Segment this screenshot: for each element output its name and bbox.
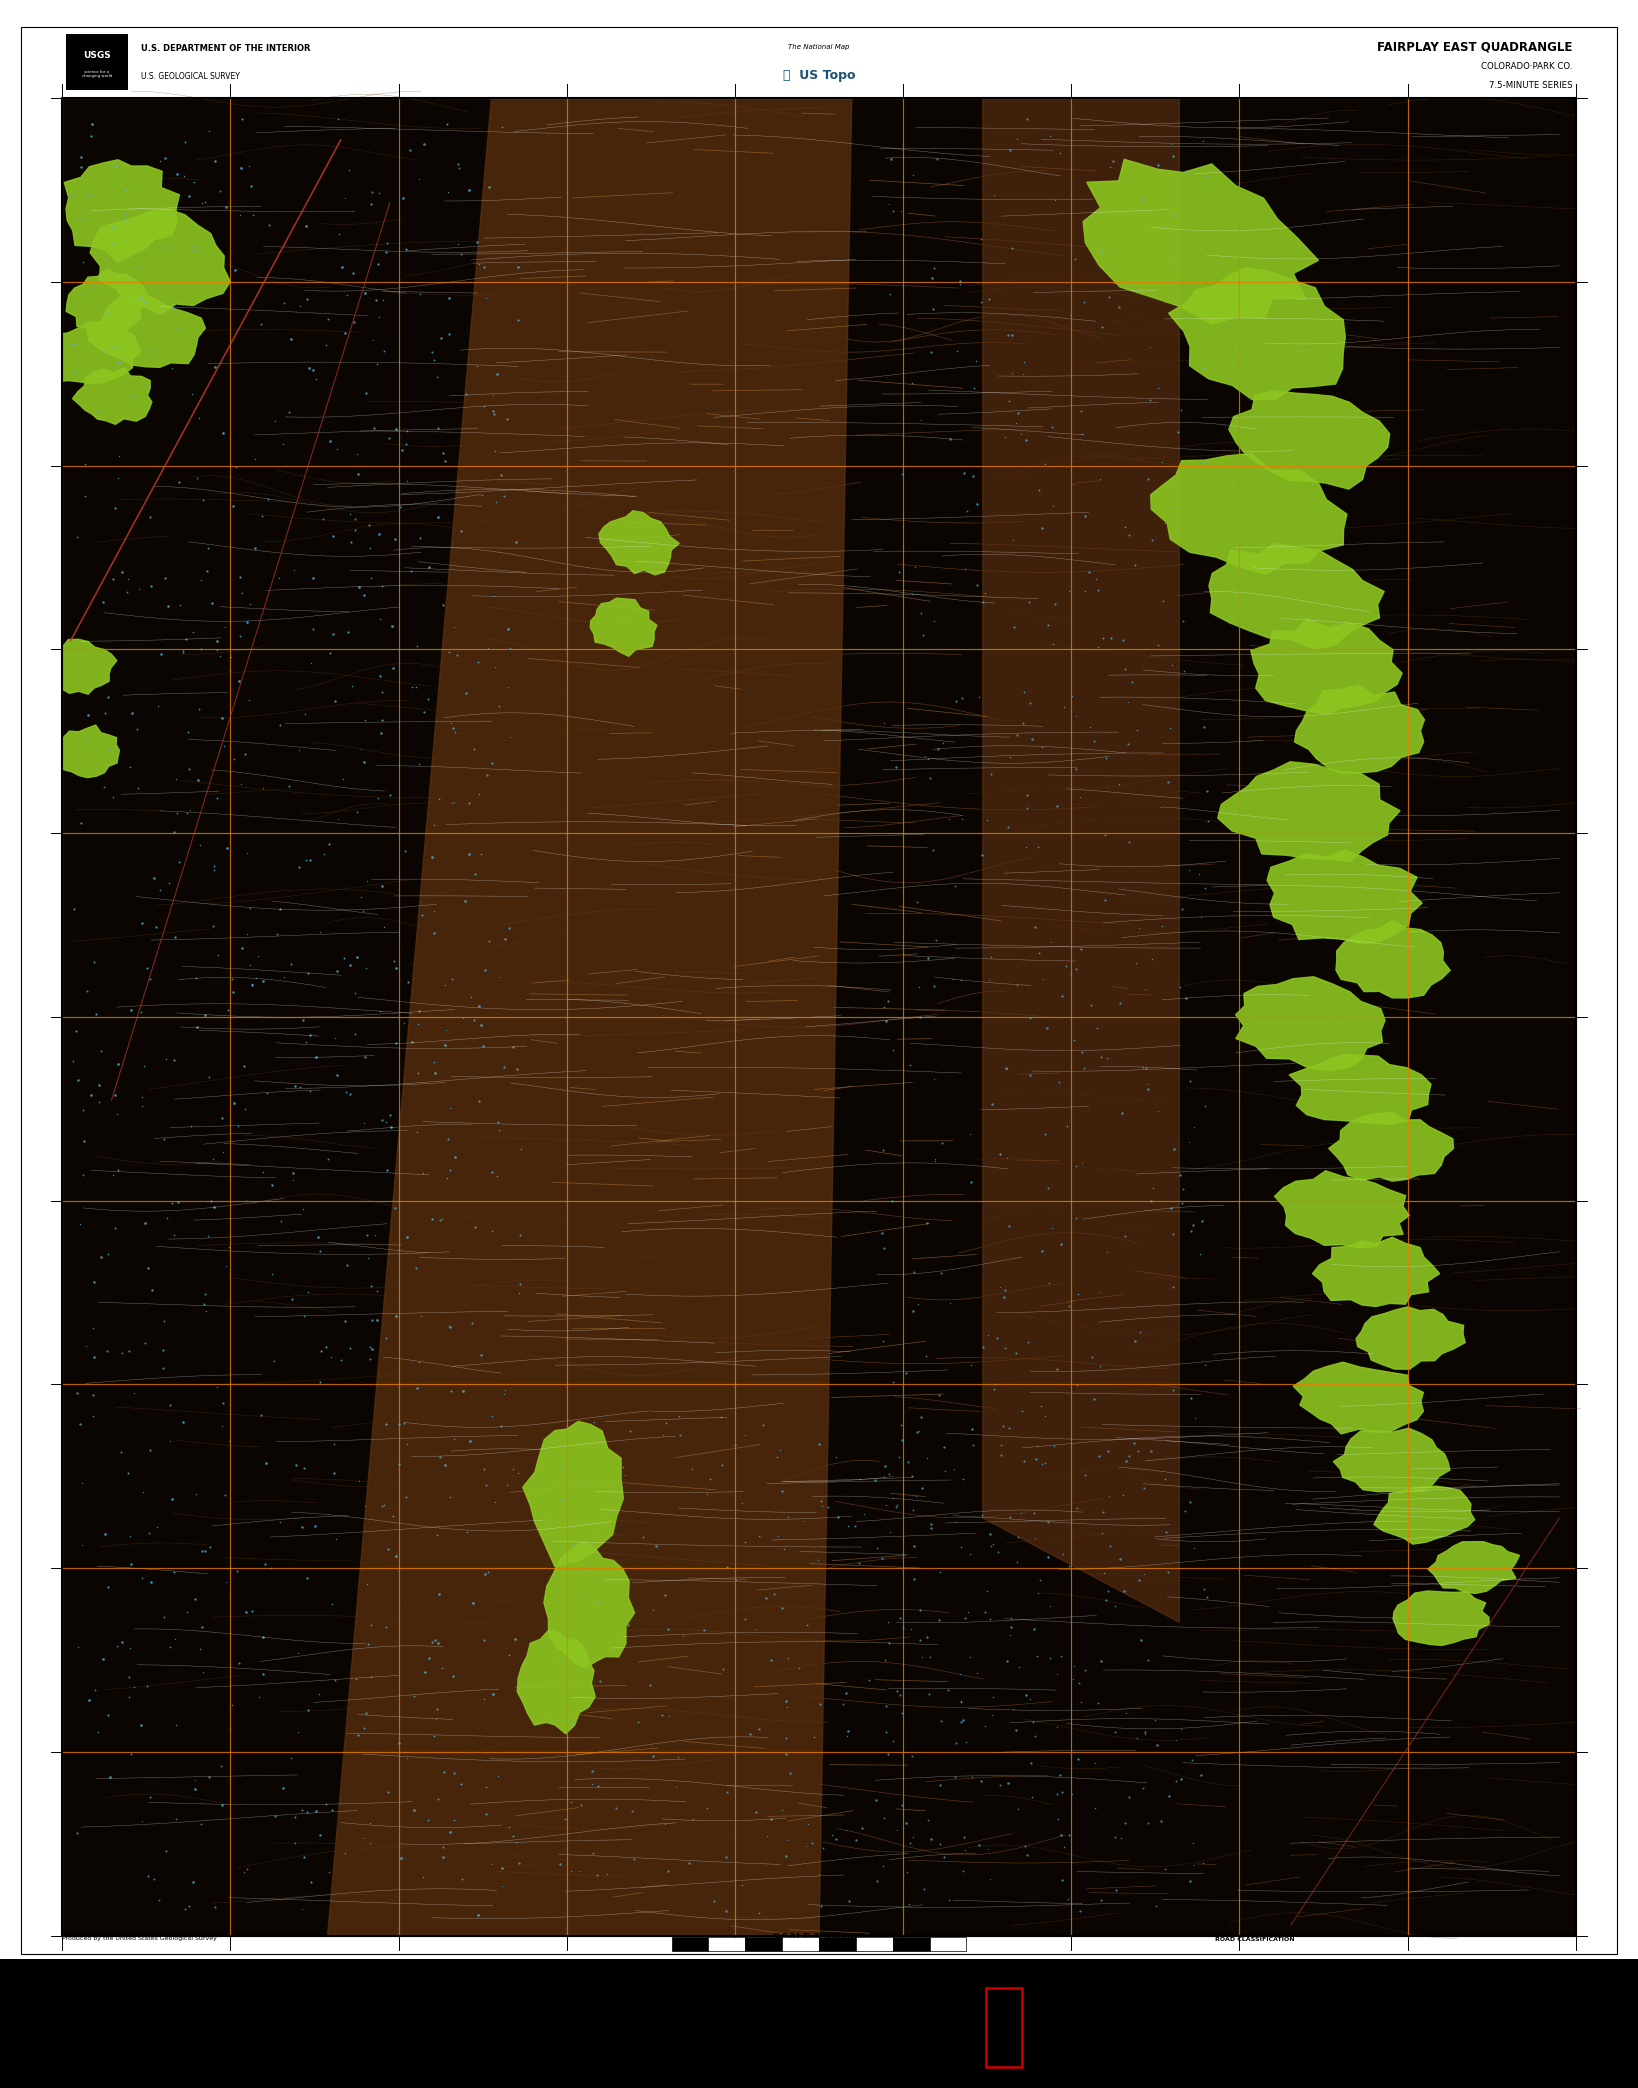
Bar xyxy=(930,1938,966,1952)
Bar xyxy=(66,33,128,90)
Polygon shape xyxy=(1274,1171,1409,1249)
Polygon shape xyxy=(1356,1307,1466,1370)
Polygon shape xyxy=(1228,390,1389,489)
Polygon shape xyxy=(1289,1054,1432,1123)
Polygon shape xyxy=(600,512,680,574)
Polygon shape xyxy=(1209,543,1384,649)
Text: SCALE 1:24 000: SCALE 1:24 000 xyxy=(773,1933,865,1944)
Polygon shape xyxy=(62,639,116,693)
Bar xyxy=(855,1938,893,1952)
Bar xyxy=(62,98,1576,1936)
Polygon shape xyxy=(1328,1113,1453,1182)
Polygon shape xyxy=(983,98,1179,1622)
Polygon shape xyxy=(90,209,231,315)
Polygon shape xyxy=(1337,921,1450,998)
Polygon shape xyxy=(1168,267,1345,399)
Bar xyxy=(745,1938,783,1952)
Polygon shape xyxy=(1217,762,1400,862)
Text: science for a
changing world: science for a changing world xyxy=(82,69,111,79)
Bar xyxy=(783,1938,819,1952)
Polygon shape xyxy=(1268,850,1422,944)
Bar xyxy=(709,1938,745,1952)
Polygon shape xyxy=(87,294,205,367)
Polygon shape xyxy=(328,98,852,1936)
Polygon shape xyxy=(64,161,180,263)
Polygon shape xyxy=(1394,1591,1489,1645)
Text: 7.5-MINUTE SERIES: 7.5-MINUTE SERIES xyxy=(1489,81,1572,90)
Polygon shape xyxy=(523,1422,624,1566)
Bar xyxy=(672,1938,709,1952)
Text: ⒲  US Topo: ⒲ US Topo xyxy=(783,69,855,81)
Polygon shape xyxy=(544,1541,634,1668)
Polygon shape xyxy=(1152,453,1346,574)
Text: COLORADO·PARK CO.: COLORADO·PARK CO. xyxy=(1481,63,1572,71)
Bar xyxy=(0,1959,1638,2088)
Bar xyxy=(986,1988,1022,2067)
Polygon shape xyxy=(1251,618,1402,714)
Polygon shape xyxy=(518,1631,595,1733)
Polygon shape xyxy=(1235,977,1386,1071)
Polygon shape xyxy=(62,725,120,777)
Bar xyxy=(893,1938,930,1952)
Text: U.S. GEOLOGICAL SURVEY: U.S. GEOLOGICAL SURVEY xyxy=(141,73,239,81)
Polygon shape xyxy=(1294,1361,1423,1434)
Polygon shape xyxy=(1312,1238,1440,1307)
Bar xyxy=(62,98,1576,1936)
Text: U.S. DEPARTMENT OF THE INTERIOR: U.S. DEPARTMENT OF THE INTERIOR xyxy=(141,44,310,52)
Polygon shape xyxy=(1083,159,1319,324)
Polygon shape xyxy=(1374,1487,1474,1545)
Text: FAIRPLAY EAST QUADRANGLE: FAIRPLAY EAST QUADRANGLE xyxy=(1378,40,1572,54)
Polygon shape xyxy=(66,269,147,334)
Polygon shape xyxy=(1428,1541,1520,1593)
Polygon shape xyxy=(1294,685,1425,773)
Polygon shape xyxy=(590,597,657,656)
Polygon shape xyxy=(62,322,141,384)
Bar xyxy=(819,1938,855,1952)
Text: ROAD CLASSIFICATION: ROAD CLASSIFICATION xyxy=(1215,1938,1296,1942)
Text: USGS: USGS xyxy=(84,50,110,61)
Text: Produced by the United States Geological Survey: Produced by the United States Geological… xyxy=(62,1936,218,1940)
Polygon shape xyxy=(1333,1428,1450,1491)
Polygon shape xyxy=(72,367,152,424)
Text: The National Map: The National Map xyxy=(788,44,850,50)
